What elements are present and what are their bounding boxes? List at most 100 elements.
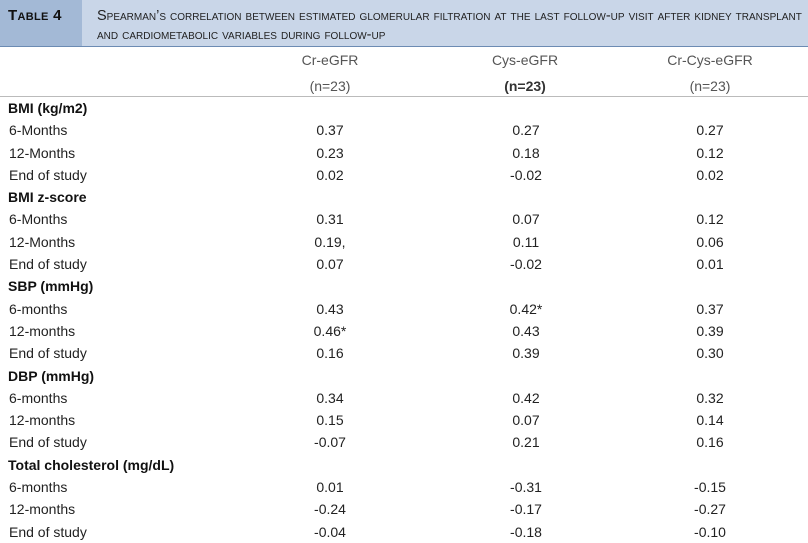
- row-label: 6-Months: [9, 122, 68, 139]
- table-row: 6-months 0.01 -0.31 -0.15: [0, 476, 808, 498]
- table-cell: -0.02: [510, 166, 542, 183]
- table-cell: 0.23: [316, 144, 344, 161]
- table-cell: 0.30: [696, 345, 724, 362]
- column-header-cr-cys-egfr: Cr-Cys-eGFR (n=23): [610, 50, 808, 97]
- table-row: End of study 0.02 -0.02 0.02: [0, 164, 808, 186]
- table-cell: 0.27: [512, 122, 540, 139]
- table-cell: 0.07: [512, 412, 540, 429]
- table-cell: 0.12: [696, 144, 724, 161]
- table-cell: 0.42*: [509, 300, 543, 317]
- section-header: Total cholesterol (mg/dL): [0, 454, 808, 476]
- table-cell: -0.04: [314, 523, 346, 540]
- table-cell: 0.43: [512, 322, 540, 339]
- table-cell: -0.10: [694, 523, 726, 540]
- table-label: Table 4: [8, 7, 62, 24]
- table-cell: 0.15: [316, 412, 344, 429]
- row-label: 12-Months: [9, 144, 76, 161]
- table-cell: 0.14: [696, 412, 724, 429]
- row-label: 12-months: [9, 501, 76, 518]
- table-cell: -0.02: [510, 256, 542, 273]
- row-label: 6-months: [9, 300, 68, 317]
- row-label: End of study: [9, 256, 87, 273]
- table-row: End of study 0.16 0.39 0.30: [0, 342, 808, 364]
- table-cell: -0.15: [694, 479, 726, 496]
- table-cell: 0.32: [696, 389, 724, 406]
- row-label: End of study: [9, 523, 87, 540]
- section-title: SBP (mmHg): [8, 278, 94, 295]
- table-row: 6-Months 0.31 0.07 0.12: [0, 208, 808, 230]
- table-cell: -0.07: [314, 434, 346, 451]
- section-header: DBP (mmHg): [0, 365, 808, 387]
- section-header: BMI z-score: [0, 186, 808, 208]
- section-title: DBP (mmHg): [8, 367, 95, 384]
- table-cell: -0.17: [510, 501, 542, 518]
- table-cell: -0.24: [314, 501, 346, 518]
- table-cell: -0.18: [510, 523, 542, 540]
- table-cell: 0.19,: [314, 233, 346, 250]
- column-name: Cys-eGFR: [491, 52, 559, 68]
- table-cell: 0.39: [696, 322, 724, 339]
- header-divider: [0, 96, 808, 97]
- table-cell: 0.37: [696, 300, 724, 317]
- table-cell: -0.27: [694, 501, 726, 518]
- column-n: (n=23): [689, 78, 731, 94]
- column-header-cr-egfr: Cr-eGFR (n=23): [230, 50, 430, 97]
- table-cell: 0.07: [512, 211, 540, 228]
- section-header: SBP (mmHg): [0, 275, 808, 297]
- table-cell: 0.39: [512, 345, 540, 362]
- table-cell: 0.12: [696, 211, 724, 228]
- column-n: (n=23): [309, 78, 351, 94]
- table-cell: 0.01: [316, 479, 344, 496]
- table-row: 12-months -0.24 -0.17 -0.27: [0, 498, 808, 520]
- table-cell: 0.02: [316, 166, 344, 183]
- table-cell: 0.16: [696, 434, 724, 451]
- table-cell: 0.16: [316, 345, 344, 362]
- column-name: Cr-Cys-eGFR: [667, 52, 753, 68]
- row-label: 6-months: [9, 389, 68, 406]
- column-n: (n=23): [504, 78, 546, 94]
- section-title: BMI (kg/m2): [8, 100, 88, 116]
- table-cell: 0.01: [696, 256, 724, 273]
- section-title: Total cholesterol (mg/dL): [8, 456, 175, 473]
- table-label-box: Table 4: [0, 0, 82, 46]
- column-name: Cr-eGFR: [301, 52, 359, 68]
- table-row: End of study 0.07 -0.02 0.01: [0, 253, 808, 275]
- table-row: End of study -0.04 -0.18 -0.10: [0, 521, 808, 543]
- table-row: 12-Months 0.23 0.18 0.12: [0, 142, 808, 164]
- table-cell: 0.27: [696, 122, 724, 139]
- row-label: End of study: [9, 434, 87, 451]
- table-body: BMI (kg/m2) 6-Months 0.37 0.27 0.27 12-Months…: [0, 97, 808, 543]
- table-row: 12-Months 0.19, 0.11 0.06: [0, 231, 808, 253]
- table-row: 6-Months 0.37 0.27 0.27: [0, 119, 808, 141]
- table-cell: 0.34: [316, 389, 344, 406]
- row-label: 6-Months: [9, 211, 68, 228]
- row-label: 12-months: [9, 412, 76, 429]
- section-header: BMI (kg/m2): [0, 97, 808, 119]
- table-row: 6-months 0.43 0.42* 0.37: [0, 298, 808, 320]
- table-row: 12-months 0.15 0.07 0.14: [0, 409, 808, 431]
- table-cell: 0.02: [696, 166, 724, 183]
- table-row: End of study -0.07 0.21 0.16: [0, 431, 808, 453]
- table-caption: Table 4 Spearman’s correlation between e…: [0, 0, 808, 47]
- table-cell: 0.31: [316, 211, 344, 228]
- table-cell: 0.18: [512, 144, 540, 161]
- table-cell: 0.37: [316, 122, 344, 139]
- table-cell: 0.07: [316, 256, 344, 273]
- table-cell: 0.06: [696, 233, 724, 250]
- row-label: 12-Months: [9, 233, 76, 250]
- table-row: 12-months 0.46* 0.43 0.39: [0, 320, 808, 342]
- row-label: 6-months: [9, 479, 68, 496]
- table-title: Spearman’s correlation between estimated…: [97, 8, 802, 43]
- row-label: End of study: [9, 345, 87, 362]
- table-cell: 0.11: [512, 233, 540, 250]
- table-cell: 0.43: [316, 300, 344, 317]
- table-cell: 0.21: [512, 434, 540, 451]
- table-row: 6-months 0.34 0.42 0.32: [0, 387, 808, 409]
- row-label: End of study: [9, 166, 87, 183]
- table-cell: -0.31: [510, 479, 542, 496]
- column-header-cys-egfr: Cys-eGFR (n=23): [420, 50, 630, 97]
- section-title: BMI z-score: [8, 189, 87, 206]
- table-cell: 0.42: [512, 389, 540, 406]
- row-label: 12-months: [9, 322, 76, 339]
- table-cell: 0.46*: [313, 322, 347, 339]
